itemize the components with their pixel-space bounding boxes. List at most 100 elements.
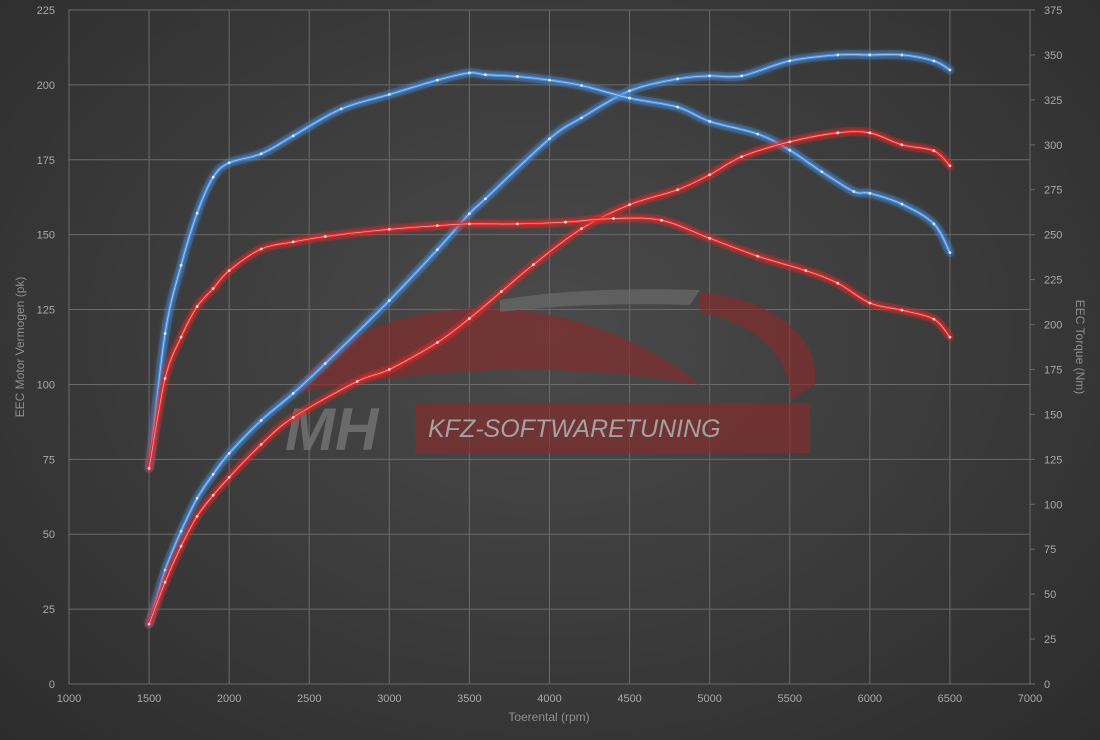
x-axis-label: Toerental (rpm) <box>508 710 589 724</box>
y-right-tick-label: 125 <box>1044 454 1062 466</box>
x-tick-label: 4000 <box>537 693 561 705</box>
data-point-torque_stock <box>756 254 760 258</box>
y-right-tick-label: 250 <box>1044 230 1062 242</box>
data-point-torque_stock <box>323 235 327 238</box>
y-right-tick-label: 200 <box>1044 320 1062 332</box>
data-point-torque_tuned <box>868 191 872 195</box>
data-point-torque_tuned <box>932 222 936 226</box>
data-point-power_tuned <box>227 451 231 455</box>
data-point-power_stock <box>195 514 199 518</box>
data-point-power_stock <box>179 544 183 548</box>
data-point-torque_tuned <box>484 73 487 77</box>
data-point-power_stock <box>948 164 952 168</box>
data-point-torque_tuned <box>468 71 471 75</box>
x-tick-label: 2000 <box>217 693 241 705</box>
logo-text: KFZ-SOFTWARETUNING <box>428 415 721 443</box>
data-point-power_tuned <box>291 392 295 395</box>
data-point-power_stock <box>291 415 295 419</box>
data-point-torque_tuned <box>948 251 952 255</box>
data-point-power_stock <box>868 131 872 135</box>
data-point-torque_tuned <box>291 134 295 138</box>
data-point-torque_stock <box>259 247 263 251</box>
logo-mark: MH <box>285 396 380 463</box>
x-tick-label: 5500 <box>778 693 802 705</box>
x-tick-label: 1000 <box>57 693 81 705</box>
data-point-torque_tuned <box>211 175 215 179</box>
data-point-torque_stock <box>868 301 872 305</box>
data-point-torque_tuned <box>435 78 439 82</box>
y-left-tick-label: 75 <box>43 454 55 466</box>
y-right-tick-label: 75 <box>1044 544 1056 556</box>
data-point-torque_stock <box>564 220 567 224</box>
data-point-power_tuned <box>259 418 263 422</box>
data-point-torque_tuned <box>788 148 792 152</box>
data-point-power_tuned <box>548 137 551 141</box>
data-point-power_tuned <box>900 53 904 57</box>
y-axis-left-label: EEC Motor Vermogen (pk) <box>13 277 27 418</box>
data-point-power_tuned <box>163 568 167 572</box>
watermark-logo: MH KFZ-SOFTWARETUNING <box>285 289 816 463</box>
data-point-power_stock <box>788 140 792 144</box>
y-right-tick-label: 350 <box>1044 50 1062 62</box>
data-point-power_stock <box>676 188 680 192</box>
y-right-tick-label: 325 <box>1044 95 1062 107</box>
data-point-power_tuned <box>932 59 936 63</box>
data-point-power_tuned <box>211 472 215 476</box>
data-point-torque_stock <box>900 308 904 312</box>
data-point-power_stock <box>211 493 215 497</box>
data-point-torque_tuned <box>580 84 583 87</box>
data-point-power_tuned <box>323 362 327 365</box>
data-point-torque_stock <box>836 281 840 285</box>
data-point-power_tuned <box>740 74 744 78</box>
series-torque_stock <box>144 213 955 473</box>
data-point-torque_stock <box>804 269 808 273</box>
y-left-tick-label: 225 <box>37 5 55 17</box>
data-point-power_tuned <box>580 116 583 120</box>
y-right-tick-label: 25 <box>1044 634 1056 646</box>
data-point-power_stock <box>468 317 471 320</box>
logo-swoosh-red <box>300 308 700 392</box>
data-point-power_stock <box>532 263 535 267</box>
data-point-torque_stock <box>516 222 519 226</box>
data-point-torque_stock <box>163 377 167 380</box>
data-point-power_tuned <box>788 59 792 63</box>
y-right-tick-label: 100 <box>1044 499 1062 511</box>
data-point-power_tuned <box>484 197 487 201</box>
data-point-torque_stock <box>612 217 615 220</box>
logo-banner <box>415 403 810 453</box>
y-left-tick-label: 100 <box>37 379 55 391</box>
data-point-power_stock <box>580 227 583 231</box>
series-power_tuned <box>144 49 955 629</box>
logo-arc-red <box>700 292 816 400</box>
data-point-power_tuned <box>836 53 840 57</box>
data-point-power_stock <box>147 622 151 626</box>
data-point-torque_tuned <box>516 75 519 78</box>
data-point-power_tuned <box>387 299 391 302</box>
x-tick-label: 4500 <box>617 693 641 705</box>
data-point-torque_stock <box>291 240 295 244</box>
data-point-torque_tuned <box>195 211 199 215</box>
data-point-torque_tuned <box>900 202 904 206</box>
data-point-power_tuned <box>179 529 183 533</box>
data-point-power_stock <box>740 155 744 159</box>
data-point-power_stock <box>387 368 391 371</box>
data-point-torque_tuned <box>820 170 824 174</box>
data-point-torque_tuned <box>756 132 760 136</box>
series-power_stock <box>144 126 955 629</box>
data-point-torque_tuned <box>676 105 680 109</box>
y-right-tick-label: 0 <box>1044 679 1050 691</box>
data-point-torque_stock <box>435 224 439 228</box>
data-point-torque_stock <box>147 466 151 470</box>
x-tick-label: 5000 <box>697 693 721 705</box>
data-point-torque_stock <box>708 236 712 240</box>
data-point-torque_tuned <box>163 332 167 335</box>
x-tick-label: 7000 <box>1018 693 1042 705</box>
data-point-power_tuned <box>435 248 439 252</box>
data-point-power_stock <box>435 341 439 344</box>
y-right-tick-label: 150 <box>1044 409 1062 421</box>
data-point-power_stock <box>836 131 840 135</box>
data-point-torque_tuned <box>179 263 183 267</box>
x-tick-label: 1500 <box>137 693 161 705</box>
y-left-tick-label: 150 <box>37 230 55 242</box>
x-tick-label: 6500 <box>938 693 962 705</box>
